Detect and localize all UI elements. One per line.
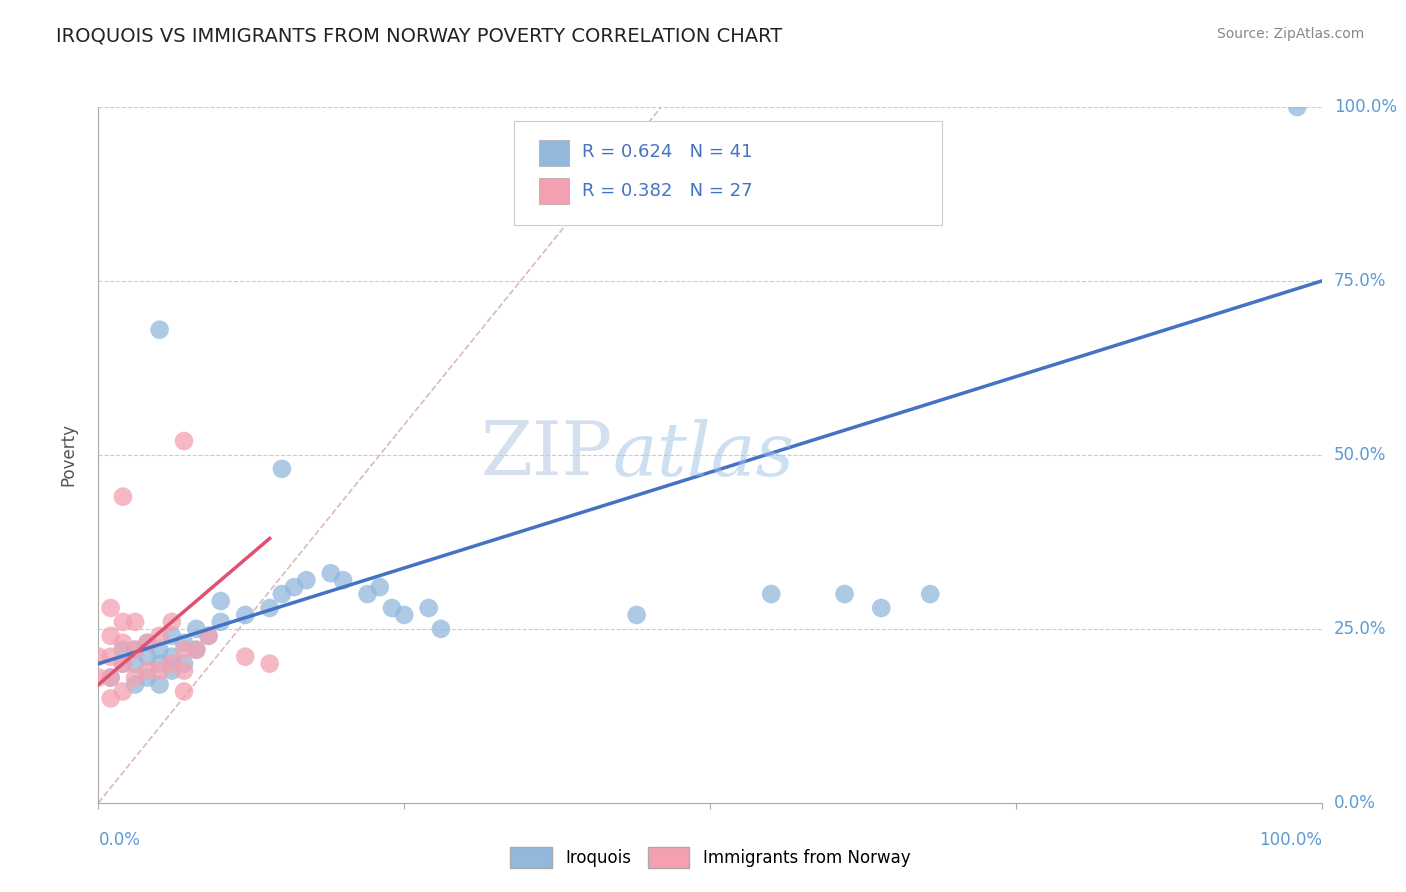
Point <box>173 636 195 650</box>
Point <box>149 642 172 657</box>
Text: 50.0%: 50.0% <box>1334 446 1386 464</box>
Point <box>149 323 172 337</box>
Point <box>186 642 208 657</box>
Point <box>160 629 183 643</box>
Point <box>160 664 183 678</box>
Point <box>233 649 256 664</box>
Point <box>136 664 159 678</box>
Point <box>173 434 195 448</box>
Point <box>392 607 416 622</box>
Point <box>124 642 146 657</box>
Point <box>626 607 648 622</box>
Point <box>173 664 195 678</box>
Point <box>87 649 110 664</box>
Point <box>283 580 305 594</box>
Text: R = 0.382   N = 27: R = 0.382 N = 27 <box>582 182 752 200</box>
Point <box>100 649 122 664</box>
Point <box>1286 100 1309 114</box>
Point <box>368 580 391 594</box>
Text: Source: ZipAtlas.com: Source: ZipAtlas.com <box>1216 27 1364 41</box>
Point <box>100 671 122 685</box>
Text: atlas: atlas <box>612 418 794 491</box>
Point <box>160 615 183 629</box>
Point <box>173 642 195 657</box>
Point <box>111 657 134 671</box>
Point <box>381 601 404 615</box>
Point <box>111 615 134 629</box>
Point <box>87 671 110 685</box>
Point <box>124 677 146 691</box>
Point <box>124 642 146 657</box>
Point <box>197 629 219 643</box>
Legend: Iroquois, Immigrants from Norway: Iroquois, Immigrants from Norway <box>503 841 917 874</box>
Point <box>124 671 146 685</box>
Y-axis label: Poverty: Poverty <box>59 424 77 486</box>
Text: ZIP: ZIP <box>481 418 612 491</box>
Point <box>124 657 146 671</box>
Point <box>186 622 208 636</box>
Point <box>173 657 195 671</box>
Text: R = 0.624   N = 41: R = 0.624 N = 41 <box>582 144 752 161</box>
Point <box>111 642 134 657</box>
Point <box>356 587 378 601</box>
Point <box>111 490 134 504</box>
Point <box>418 601 440 615</box>
Point <box>111 636 134 650</box>
Point <box>136 636 159 650</box>
Point <box>124 615 146 629</box>
Point <box>149 664 172 678</box>
Point <box>149 629 172 643</box>
FancyBboxPatch shape <box>538 140 569 166</box>
Point <box>100 601 122 615</box>
Point <box>319 566 342 581</box>
Point <box>160 657 183 671</box>
Text: 75.0%: 75.0% <box>1334 272 1386 290</box>
Point <box>136 636 159 650</box>
Text: 0.0%: 0.0% <box>1334 794 1375 812</box>
Point <box>920 587 942 601</box>
Point <box>259 601 281 615</box>
Point <box>160 649 183 664</box>
Point <box>270 587 294 601</box>
Point <box>834 587 856 601</box>
Point <box>100 691 122 706</box>
Point <box>870 601 893 615</box>
Point <box>761 587 783 601</box>
Point <box>197 629 219 643</box>
Point <box>100 629 122 643</box>
Point <box>136 671 159 685</box>
Point <box>186 642 208 657</box>
Point <box>136 649 159 664</box>
Point <box>295 573 318 587</box>
Text: 25.0%: 25.0% <box>1334 620 1386 638</box>
Text: 100.0%: 100.0% <box>1334 98 1398 116</box>
FancyBboxPatch shape <box>515 121 942 226</box>
Point <box>209 594 232 608</box>
Point <box>259 657 281 671</box>
FancyBboxPatch shape <box>538 178 569 204</box>
Point <box>149 677 172 691</box>
Point <box>270 462 294 476</box>
Point <box>149 657 172 671</box>
Point <box>233 607 256 622</box>
Text: IROQUOIS VS IMMIGRANTS FROM NORWAY POVERTY CORRELATION CHART: IROQUOIS VS IMMIGRANTS FROM NORWAY POVER… <box>56 27 783 45</box>
Text: 100.0%: 100.0% <box>1258 830 1322 848</box>
Point <box>100 671 122 685</box>
Point <box>209 615 232 629</box>
Point <box>111 684 134 698</box>
Point <box>111 657 134 671</box>
Point <box>430 622 453 636</box>
Point <box>332 573 354 587</box>
Point <box>173 684 195 698</box>
Text: 0.0%: 0.0% <box>98 830 141 848</box>
